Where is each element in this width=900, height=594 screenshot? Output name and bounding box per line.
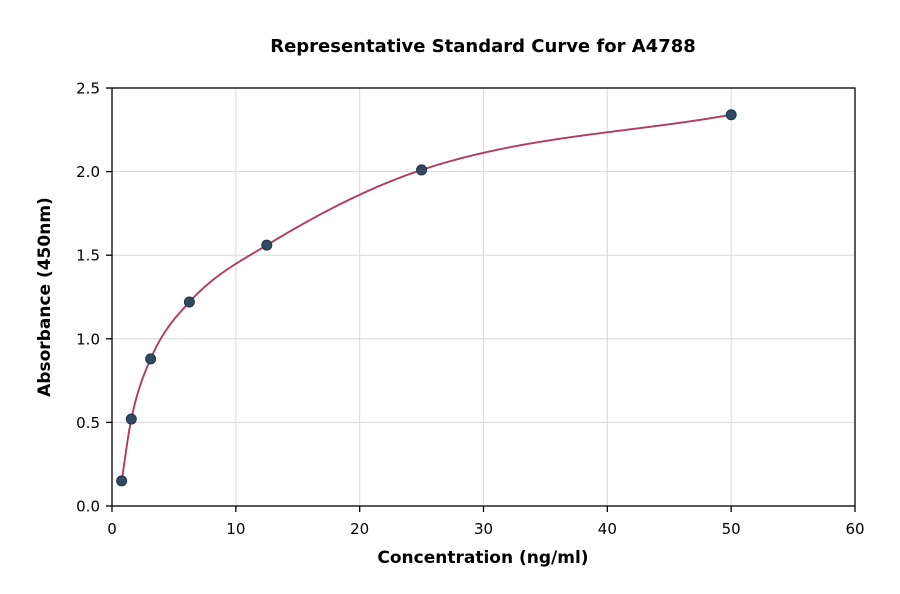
y-tick-label: 2.5 <box>76 80 100 98</box>
curve-and-points <box>116 109 737 487</box>
data-point <box>145 353 157 365</box>
grid-lines <box>111 87 856 507</box>
data-point <box>125 413 137 425</box>
y-tick-label: 1.0 <box>76 330 100 348</box>
data-point <box>725 109 737 121</box>
x-tick-label: 20 <box>350 520 369 538</box>
data-point <box>183 296 195 308</box>
axes <box>106 87 856 512</box>
tick-labels: 0 10 20 30 40 50 60 0.0 0.5 1.0 1.5 2.0 2.5 <box>76 80 864 539</box>
data-point <box>416 164 428 176</box>
x-tick-label: 0 <box>107 520 117 538</box>
y-tick-label: 2.0 <box>76 163 100 181</box>
x-tick-label: 30 <box>474 520 493 538</box>
y-tick-label: 0.0 <box>76 498 100 516</box>
x-axis-label: Concentration (ng/ml) <box>377 548 588 568</box>
x-tick-label: 50 <box>722 520 741 538</box>
chart-title: Representative Standard Curve for A4788 <box>270 36 696 57</box>
y-tick-label: 1.5 <box>76 247 100 265</box>
data-point <box>261 239 273 251</box>
x-tick-label: 10 <box>226 520 245 538</box>
x-tick-label: 60 <box>845 520 864 538</box>
y-axis-label: Absorbance (450nm) <box>35 197 55 397</box>
x-tick-label: 40 <box>598 520 617 538</box>
y-tick-label: 0.5 <box>76 414 100 432</box>
data-point <box>116 475 128 487</box>
